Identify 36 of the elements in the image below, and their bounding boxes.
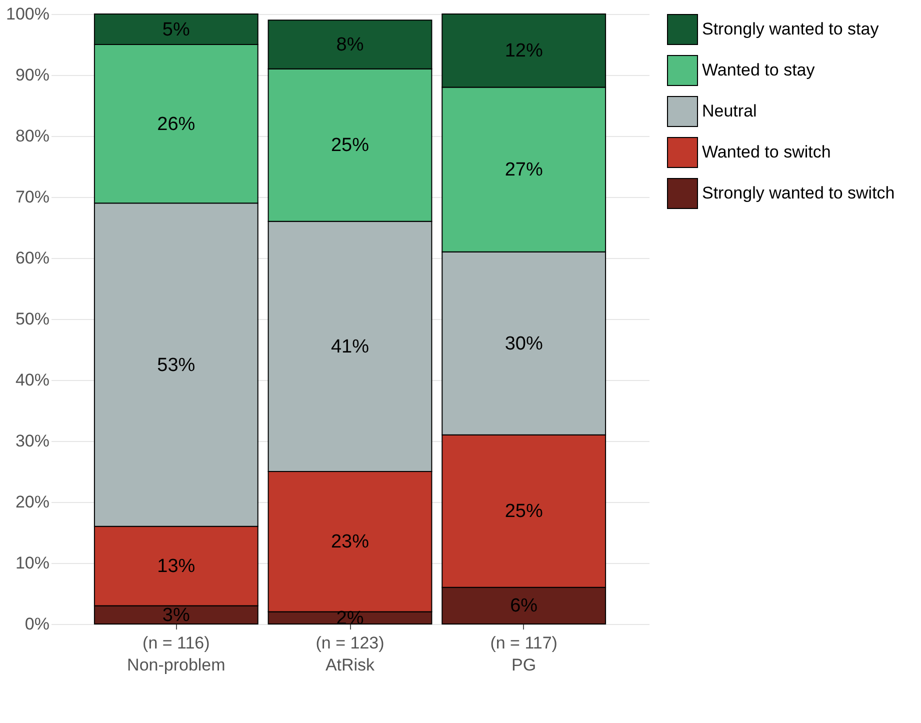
data-label: 30% [504, 333, 543, 354]
data-label: 5% [162, 19, 190, 40]
text: (n = 123) [316, 634, 384, 652]
legend-label: Wanted to stay [702, 60, 816, 80]
data-label: 6% [510, 596, 538, 617]
y-tick-label: 80% [15, 126, 50, 146]
y-tick-label: 30% [15, 432, 50, 450]
data-label: 41% [330, 336, 370, 358]
data-label: 26% [157, 114, 196, 135]
y-tick-label: 10% [15, 554, 50, 572]
data-label: 8% [336, 34, 364, 56]
data-label: 13% [157, 556, 196, 578]
data-label: 23% [330, 532, 370, 553]
y-tick-label: 70% [15, 188, 50, 206]
legend-label: Strongly wanted to switch [702, 184, 895, 202]
y-tick-label: 40% [15, 370, 50, 390]
y-tick-label: 90% [15, 66, 50, 84]
x-tick-label: Non-problem [127, 656, 226, 674]
data-label: 12% [504, 40, 543, 62]
legend-label: Strongly wanted to stay [702, 20, 880, 38]
legend-label: Wanted to switch [702, 142, 831, 162]
text: (n = 117) [490, 634, 558, 652]
data-label: 25% [330, 135, 370, 156]
data-label: 53% [157, 354, 196, 376]
y-tick-label: 100% [6, 4, 50, 24]
x-tick-label: AtRisk [325, 656, 376, 674]
y-tick-label: 20% [15, 492, 50, 512]
text: (n = 116) [142, 634, 210, 652]
y-tick-label: 60% [15, 248, 50, 268]
x-tick-label: PG [512, 656, 536, 674]
legend-label: Neutral [702, 102, 757, 120]
data-label: 3% [162, 604, 190, 626]
y-tick-label: 50% [15, 310, 50, 328]
data-label: 27% [504, 160, 543, 181]
y-tick-label: 0% [24, 614, 50, 634]
data-label: 25% [504, 501, 543, 522]
